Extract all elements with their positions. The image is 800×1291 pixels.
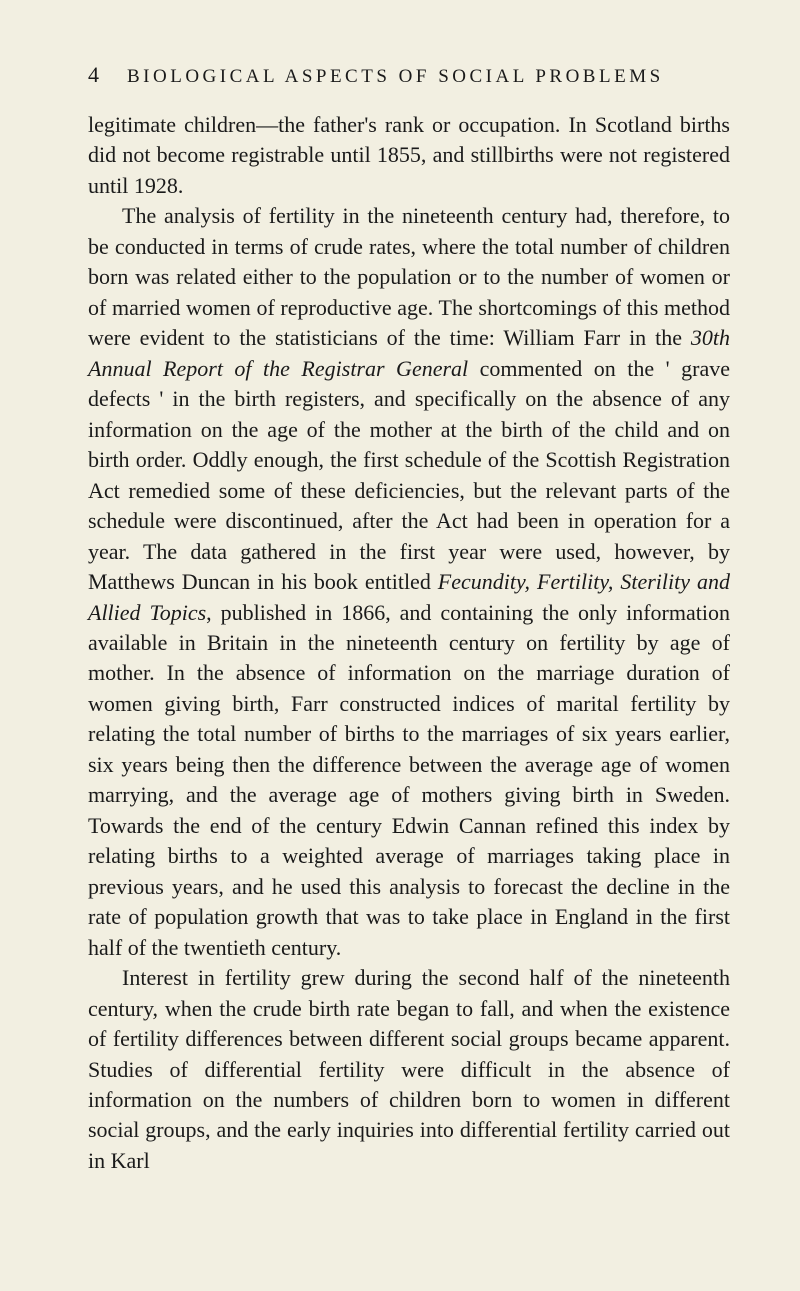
text-span: The analysis of fertility in the ninetee… <box>88 203 730 350</box>
paragraph: The analysis of fertility in the ninetee… <box>88 201 730 963</box>
paragraph: Interest in fertility grew during the se… <box>88 963 730 1176</box>
running-title: BIOLOGICAL ASPECTS OF SOCIAL PROBLEMS <box>127 66 664 88</box>
body-text: legitimate children—the father's rank or… <box>88 110 730 1176</box>
paragraph-continuation: legitimate children—the father's rank or… <box>88 110 730 201</box>
page-header: 4 BIOLOGICAL ASPECTS OF SOCIAL PROBLEMS <box>88 62 730 88</box>
book-page: 4 BIOLOGICAL ASPECTS OF SOCIAL PROBLEMS … <box>0 0 800 1238</box>
text-span: commented on the ' grave defects ' in th… <box>88 356 730 594</box>
text-span: , published in 1866, and containing the … <box>88 600 730 960</box>
text-span: legitimate children—the father's rank or… <box>88 112 730 198</box>
page-number: 4 <box>88 62 99 88</box>
text-span: Interest in fertility grew during the se… <box>88 965 730 1173</box>
